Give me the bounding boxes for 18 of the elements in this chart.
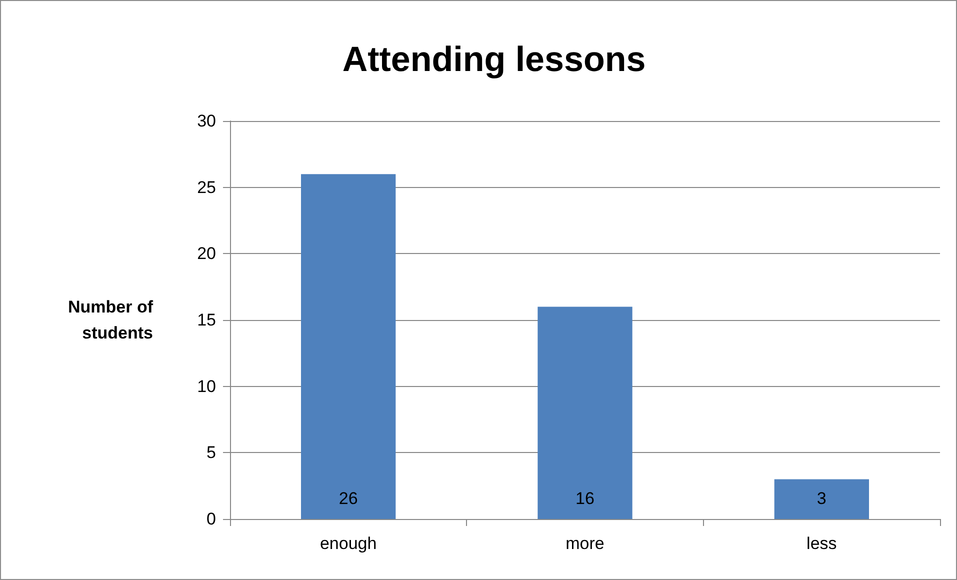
bar xyxy=(774,479,869,519)
data-label: 3 xyxy=(816,489,826,508)
data-label: 16 xyxy=(576,489,594,508)
y-tick-label: 5 xyxy=(206,443,216,462)
x-tick-label: more xyxy=(566,534,604,553)
y-tick-label: 15 xyxy=(197,310,216,330)
y-tick-label: 30 xyxy=(197,112,216,130)
bar xyxy=(538,306,632,519)
y-tick-label: 10 xyxy=(197,376,216,396)
y-tick-label: 20 xyxy=(197,244,216,264)
x-tick-label: enough xyxy=(320,534,377,553)
bar xyxy=(301,174,396,519)
x-tick-label: less xyxy=(806,534,837,553)
y-tick-label: 25 xyxy=(197,178,216,197)
y-tick-label: 0 xyxy=(206,510,216,528)
chart-title: Attending lessons xyxy=(342,40,646,79)
y-axis-title: Number of students xyxy=(68,298,154,342)
data-label: 26 xyxy=(338,489,358,508)
